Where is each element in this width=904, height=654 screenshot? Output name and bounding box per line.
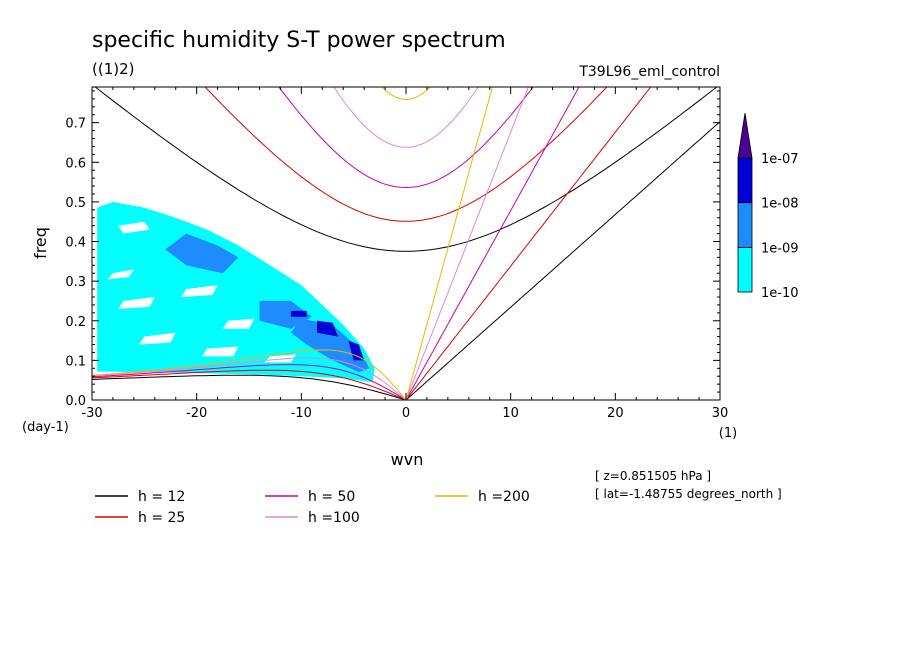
kelvin-curve-1 bbox=[405, 87, 652, 400]
spectrum-gap-5 bbox=[201, 346, 239, 357]
legend: h = 12 h = 25 h = 50 h =100 h =200 bbox=[95, 489, 530, 526]
y-tick-label-2: 0.2 bbox=[65, 315, 86, 330]
spectrum-gap-3 bbox=[222, 318, 255, 329]
dispersion-curves bbox=[92, 87, 720, 400]
annotation-lat: [ lat=-1.48755 degrees_north ] bbox=[595, 487, 782, 501]
legend-label-2: h = 50 bbox=[308, 489, 355, 505]
x-tick-label-1: -20 bbox=[186, 406, 207, 421]
spectrum-regions bbox=[97, 201, 375, 383]
rossby-curve-0 bbox=[92, 374, 407, 400]
kelvin-curve-0 bbox=[405, 121, 720, 400]
colorbar: 1e-10 1e-09 1e-08 1e-07 bbox=[737, 112, 799, 301]
annotation-z: [ z=0.851505 hPa ] bbox=[595, 469, 711, 483]
legend-label-3: h =100 bbox=[308, 510, 360, 526]
colorbar-label-3: 1e-07 bbox=[761, 152, 799, 167]
spectrum-region-1 bbox=[165, 233, 239, 274]
rossby-curve-2 bbox=[92, 364, 407, 400]
spectrum-gap-6 bbox=[264, 354, 297, 363]
rossby-curve-3 bbox=[92, 357, 407, 400]
spectrum-gap-0 bbox=[118, 221, 150, 234]
x-tick-label-3: 0 bbox=[402, 406, 410, 421]
y-tick-label-4: 0.4 bbox=[65, 236, 86, 251]
rossby-curve-4 bbox=[92, 349, 407, 400]
colorbar-swatch-0 bbox=[737, 246, 753, 293]
spectrum-gap-7 bbox=[107, 269, 134, 280]
x-tick-label-2: -10 bbox=[291, 406, 312, 421]
gravity-curve-2 bbox=[278, 87, 534, 189]
kelvin-curve-2 bbox=[405, 87, 580, 400]
gravity-curve-3 bbox=[333, 87, 479, 148]
spectrum-gap-1 bbox=[181, 285, 218, 297]
y-tick-label-1: 0.1 bbox=[65, 354, 86, 369]
gravity-curve-0 bbox=[94, 87, 718, 252]
spectrum-region-6 bbox=[348, 340, 365, 361]
chart-title: specific humidity S-T power spectrum bbox=[92, 28, 506, 53]
y-tick-label-7: 0.7 bbox=[65, 117, 86, 132]
gravity-curve-4 bbox=[381, 87, 431, 101]
gravity-curve-1 bbox=[204, 87, 608, 222]
y-tick-label-3: 0.3 bbox=[65, 275, 86, 290]
plot-area: -30 -20 -10 0 10 20 30 0.00.10.20.30.40.50.60.… bbox=[65, 86, 728, 421]
y-unit-label: (day-1) bbox=[22, 420, 69, 435]
legend-label-1: h = 25 bbox=[138, 510, 185, 526]
y-tick-label-6: 0.6 bbox=[65, 156, 86, 171]
x-tick-label-0: -30 bbox=[81, 406, 102, 421]
spectrum-gap-2 bbox=[118, 297, 155, 309]
x-axis-ticks: -30 -20 -10 0 10 20 30 bbox=[81, 87, 728, 421]
colorbar-label-2: 1e-08 bbox=[761, 197, 799, 212]
y-tick-label-5: 0.5 bbox=[65, 196, 86, 211]
y-axis-ticks: 0.0 0.1 0.2 0.3 0.4 0.5 0.6 0.7 bbox=[65, 90, 720, 409]
colorbar-swatch-1 bbox=[737, 202, 753, 248]
spectrum-region-2 bbox=[259, 300, 312, 329]
spectrum-gap-4 bbox=[139, 332, 176, 345]
y-axis-label: freq bbox=[31, 227, 50, 259]
x-unit-label: (1) bbox=[719, 426, 737, 441]
spectrum-region-4 bbox=[290, 310, 307, 317]
x-tick-label-4: 10 bbox=[502, 406, 519, 421]
chart-subtitle-right: T39L96_eml_control bbox=[578, 64, 720, 80]
chart-subtitle-left: ((1)2) bbox=[92, 60, 135, 78]
x-tick-label-5: 20 bbox=[607, 406, 624, 421]
legend-label-4: h =200 bbox=[478, 489, 530, 505]
legend-label-0: h = 12 bbox=[138, 489, 185, 505]
x-axis-label: wvn bbox=[391, 450, 424, 469]
y-tick-label-0: 0.0 bbox=[65, 394, 86, 409]
kelvin-curve-4 bbox=[405, 87, 494, 400]
colorbar-extend-arrow bbox=[737, 112, 753, 159]
rossby-curve-1 bbox=[92, 369, 407, 400]
colorbar-label-0: 1e-10 bbox=[761, 286, 799, 301]
colorbar-swatch-2 bbox=[737, 157, 753, 204]
spectrum-region-5 bbox=[317, 320, 338, 337]
kelvin-curve-3 bbox=[405, 87, 529, 400]
colorbar-label-1: 1e-09 bbox=[761, 241, 799, 256]
x-tick-label-6: 30 bbox=[712, 406, 729, 421]
spectrum-region-3 bbox=[290, 318, 370, 373]
